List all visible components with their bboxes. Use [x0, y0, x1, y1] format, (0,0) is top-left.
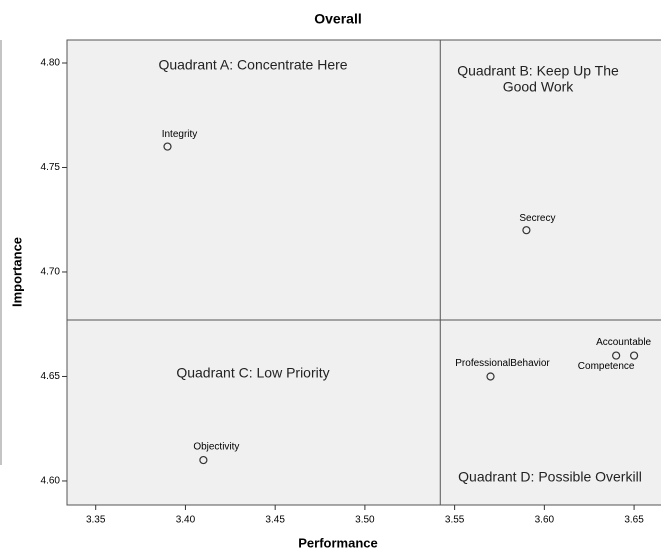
y-tick-label: 4.75 [41, 162, 61, 173]
point [629, 351, 639, 360]
y-tick-label: 4.70 [41, 267, 61, 278]
point [522, 226, 531, 235]
point [612, 351, 621, 360]
quadrant-label: Quadrant B: Keep Up The [457, 63, 619, 79]
point [199, 455, 208, 465]
x-tick-label: 3.50 [355, 515, 375, 526]
quadrant-label: Quadrant D: Possible Overkill [458, 469, 642, 485]
quadrant-label: Quadrant C: Low Priority [176, 365, 329, 381]
point [486, 372, 495, 381]
point-label: ProfessionalBehavior [455, 358, 550, 369]
y-tick-label: 4.80 [41, 58, 61, 69]
y-axis-label: Importance [9, 237, 24, 307]
quadrant-label: Good Work [503, 79, 575, 95]
y-tick-label: 4.65 [41, 371, 61, 382]
plot-area [66, 39, 661, 506]
x-tick-label: 3.55 [445, 515, 465, 526]
point-label: Secrecy [519, 213, 555, 224]
x-tick-label: 3.45 [265, 515, 285, 526]
point-label: Integrity [162, 129, 198, 140]
y-tick-label: 4.60 [41, 476, 61, 487]
x-axis-label: Performance [298, 535, 377, 550]
x-tick-label: 3.65 [624, 515, 644, 526]
point-label: Competence [578, 361, 635, 372]
x-tick-label: 3.35 [86, 515, 106, 526]
chart-title: Overall [314, 11, 361, 27]
x-tick-label: 3.40 [176, 515, 196, 526]
point-label: Objectivity [193, 442, 239, 453]
x-tick-label: 3.60 [535, 515, 555, 526]
point-label: Accountable [596, 337, 651, 348]
point [163, 142, 172, 151]
quadrant-label: Quadrant A: Concentrate Here [158, 57, 347, 73]
